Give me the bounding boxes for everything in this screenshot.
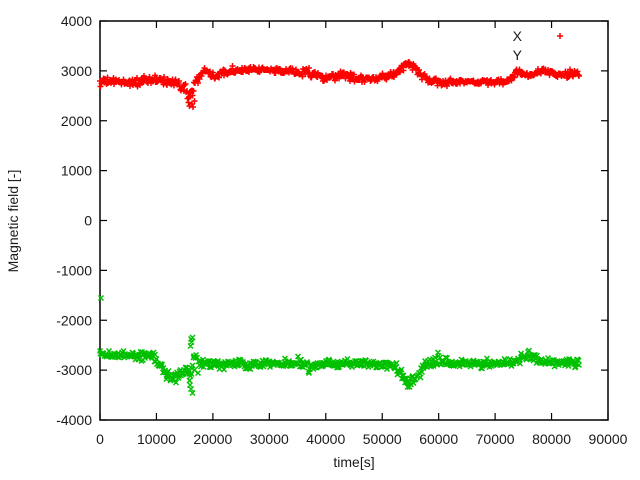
y-tick-label: 0 (84, 213, 92, 229)
x-tick-label: 50000 (363, 431, 402, 447)
x-tick-label: 30000 (250, 431, 289, 447)
x-tick-label: 90000 (589, 431, 628, 447)
y-tick-label: 2000 (61, 113, 92, 129)
legend: XY (513, 28, 563, 63)
legend-label-Y: Y (513, 47, 523, 63)
x-tick-label: 10000 (137, 431, 176, 447)
x-tick-label: 20000 (193, 431, 232, 447)
x-tick-label: 80000 (532, 431, 571, 447)
x-tick-label: 60000 (419, 431, 458, 447)
axis-ticks (99, 20, 609, 421)
y-tick-label: -1000 (56, 262, 92, 278)
legend-label-X: X (513, 28, 523, 44)
y-tick-label: 3000 (61, 63, 92, 79)
x-axis-title: time[s] (333, 454, 375, 470)
series-Y (96, 294, 583, 397)
series-X (97, 59, 582, 110)
legend-marker-X (557, 33, 563, 39)
y-tick-label: -3000 (56, 362, 92, 378)
x-tick-label: 70000 (476, 431, 515, 447)
x-tick-label: 40000 (306, 431, 345, 447)
x-tick-label: 0 (96, 431, 104, 447)
y-axis-title: Magnetic field [-] (5, 169, 21, 273)
y-tick-label: 4000 (61, 13, 92, 29)
y-tick-label: -2000 (56, 312, 92, 328)
y-tick-label: 1000 (61, 163, 92, 179)
y-tick-label: -4000 (56, 412, 92, 428)
tick-labels: 0 10000 20000 30000 40000 50000 60000 70000 8000… (56, 13, 627, 447)
